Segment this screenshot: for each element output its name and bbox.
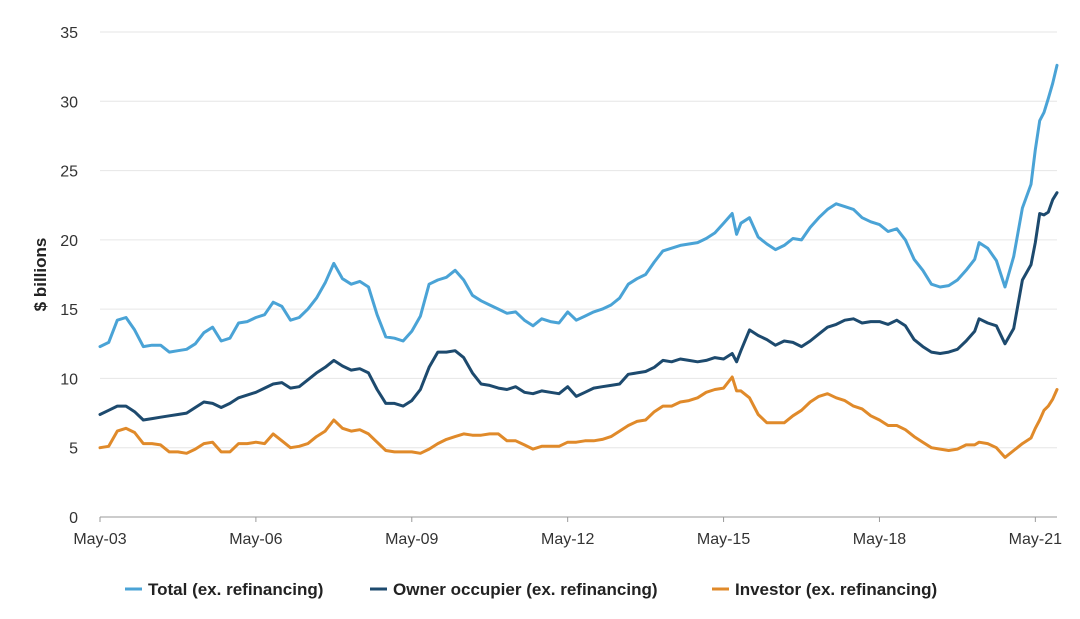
series-line-1: [98, 191, 1059, 422]
series-lines: [98, 63, 1059, 459]
legend-label: Owner occupier (ex. refinancing): [393, 580, 658, 599]
x-tick-label: May-06: [229, 531, 282, 548]
legend: Total (ex. refinancing) Owner occupier (e…: [125, 580, 937, 599]
y-tick-label: 15: [60, 302, 78, 319]
series-line-2: [98, 375, 1059, 459]
x-tick-label: May-09: [385, 531, 438, 548]
series-line-0: [98, 63, 1059, 354]
y-tick-label: 10: [60, 371, 78, 388]
x-tick-label: May-12: [541, 531, 594, 548]
gridlines: [100, 31, 1057, 449]
legend-label: Total (ex. refinancing): [148, 580, 323, 599]
legend-label: Investor (ex. refinancing): [735, 580, 937, 599]
y-tick-label: 35: [60, 25, 78, 42]
y-tick-label: 25: [60, 164, 78, 181]
x-tick-label: May-18: [853, 531, 906, 548]
y-tick-label: 20: [60, 233, 78, 250]
y-tick-label: 5: [69, 441, 78, 458]
y-tick-label: 0: [69, 510, 78, 527]
x-tick-label: May-15: [697, 531, 750, 548]
x-axis-tick-labels: May-03 May-06 May-09 May-12 May-15 May-18 May-…: [73, 517, 1062, 548]
y-axis-label: $ billions: [31, 238, 50, 312]
x-tick-label: May-03: [73, 531, 126, 548]
y-axis-tick-labels: 0 5 10 15 20 25 30 35: [60, 25, 78, 527]
x-tick-label: May-21: [1009, 531, 1062, 548]
y-tick-label: 30: [60, 94, 78, 111]
